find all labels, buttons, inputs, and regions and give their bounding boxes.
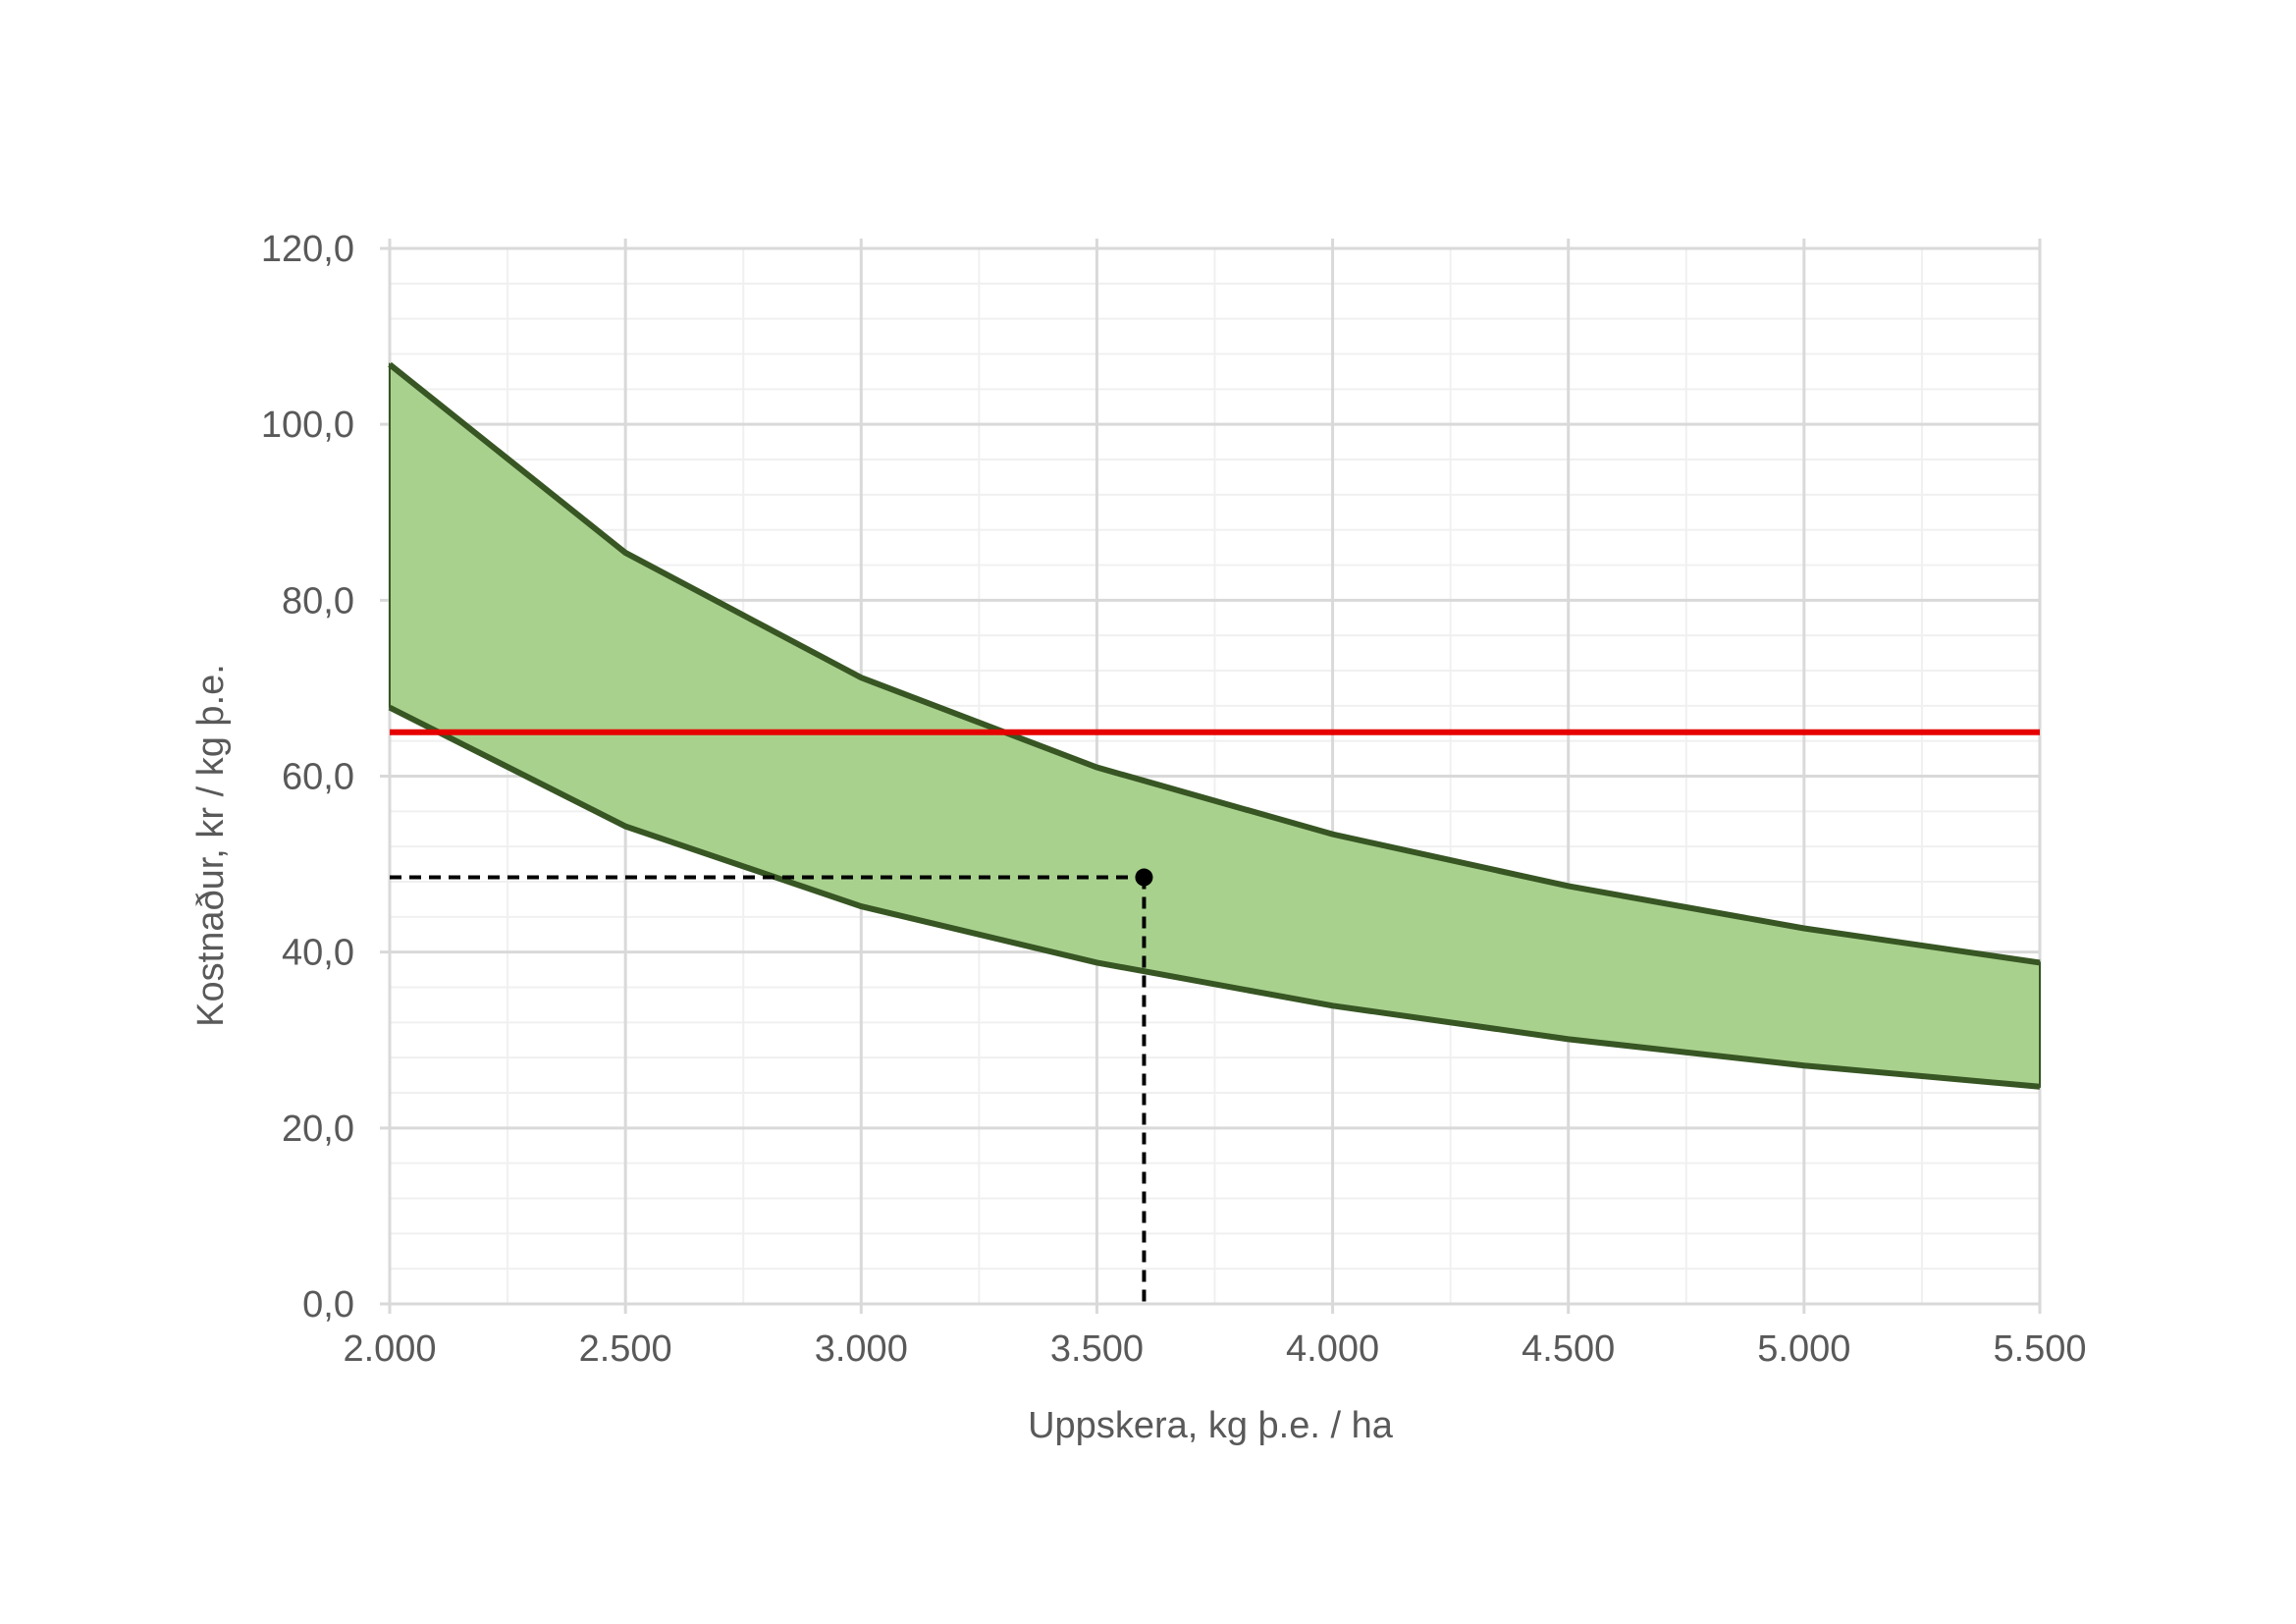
x-tick-label: 2.500 xyxy=(579,1328,672,1370)
y-tick-label: 100,0 xyxy=(261,405,354,446)
x-tick-labels: 2.000 2.500 3.000 3.500 4.000 4.500 5.000 5.500 xyxy=(343,1328,2086,1370)
x-tick-label: 4.500 xyxy=(1522,1328,1615,1370)
y-tick-label: 0,0 xyxy=(302,1284,354,1326)
x-tick-label: 3.500 xyxy=(1050,1328,1144,1370)
x-tick-label: 5.500 xyxy=(1993,1328,2086,1370)
upper-series-line xyxy=(388,361,2041,966)
y-tick-label: 80,0 xyxy=(282,580,354,622)
marker-point xyxy=(1135,868,1153,887)
y-tick-label: 120,0 xyxy=(261,229,354,270)
x-tick-label: 5.000 xyxy=(1757,1328,1850,1370)
x-tick-label: 2.000 xyxy=(343,1328,436,1370)
y-axis-title: Kostnaður, kr / kg þ.e. xyxy=(190,664,232,1027)
x-tick-label: 3.000 xyxy=(815,1328,908,1370)
marker-group xyxy=(390,868,1153,1304)
x-tick-label: 4.000 xyxy=(1286,1328,1379,1370)
y-tick-label: 60,0 xyxy=(282,757,354,798)
y-tick-label: 20,0 xyxy=(282,1109,354,1150)
x-axis-title: Uppskera, kg þ.e. / ha xyxy=(1028,1405,1394,1446)
y-tick-labels: 0,0 20,0 40,0 60,0 80,0 100,0 120,0 xyxy=(261,229,354,1326)
cost-band xyxy=(388,361,2041,1090)
y-tick-label: 40,0 xyxy=(282,933,354,974)
lower-series-line xyxy=(388,704,2041,1090)
